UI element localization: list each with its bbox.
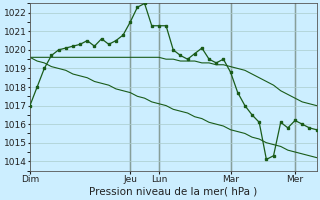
X-axis label: Pression niveau de la mer( hPa ): Pression niveau de la mer( hPa ) — [89, 187, 257, 197]
